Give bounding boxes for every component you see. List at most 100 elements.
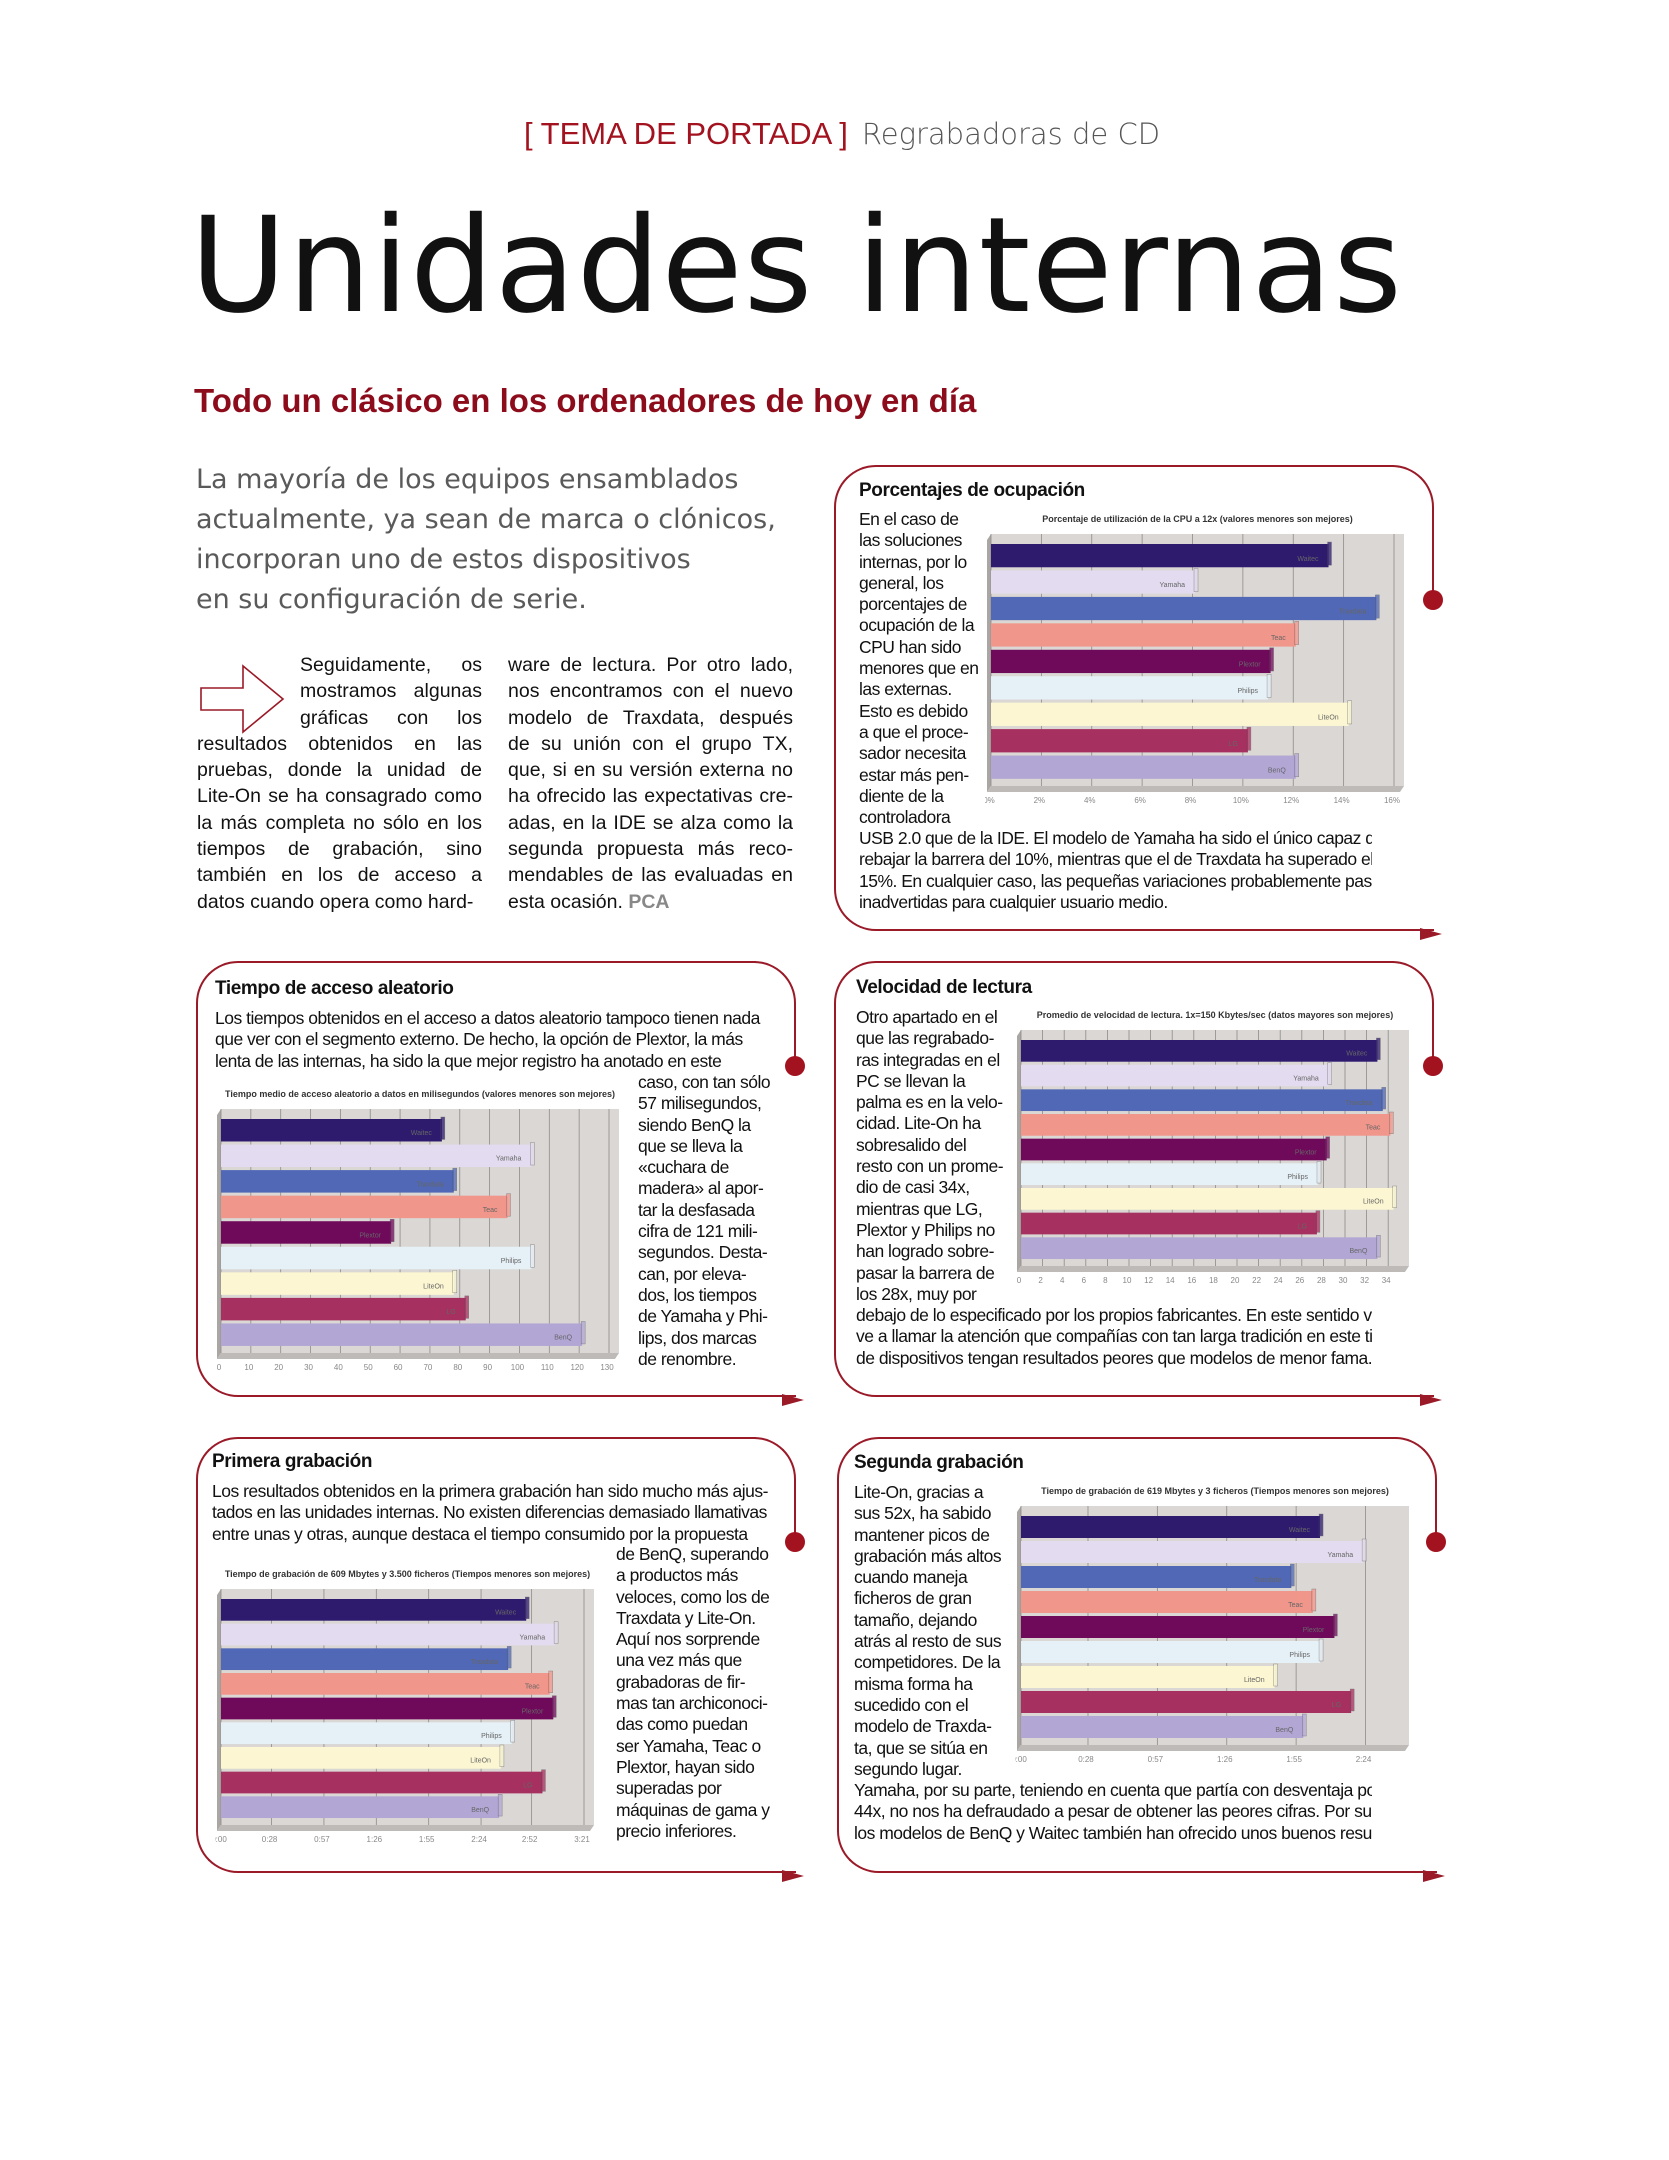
bar-yamaha [221, 1623, 556, 1646]
bar-plextor [1021, 1616, 1335, 1638]
bullet-dot-icon [785, 1532, 805, 1552]
section-kicker: [ TEMA DE PORTADA ] Regrabadoras de CD [524, 116, 1160, 152]
bar-benq [991, 755, 1296, 779]
box-text-line: general, los [859, 572, 944, 593]
box-text-line: máquinas de gama y [616, 1799, 770, 1820]
x-tick-label: 2:52 [522, 1835, 538, 1844]
arrow-right-icon [782, 1870, 804, 1882]
plot-floor [987, 786, 1404, 792]
bar-plextor [991, 649, 1271, 674]
chart-svg: 0:00 0:28 0:57 1:26 1:55 2:24 Waitec Yamaha Trax… [1015, 1506, 1409, 1764]
box-text-line: sobresalido del [856, 1134, 967, 1155]
bar-label: Philips [1289, 1652, 1310, 1659]
plot-floor [217, 1353, 619, 1359]
box-heading: Velocidad de lectura [856, 977, 1032, 998]
bar-traxdata [991, 596, 1377, 621]
box-text-line: modelo de Traxda- [854, 1716, 992, 1737]
x-tick-label: 14 [1166, 1276, 1175, 1285]
bar-benq [1021, 1237, 1378, 1260]
box-text-line: a que el proce- [859, 721, 969, 742]
box-text-line: Plextor y Philips no [856, 1219, 995, 1240]
box-frame-bottom [736, 1871, 796, 1873]
box-text-line: das como puedan [616, 1714, 748, 1735]
x-tick-label: 34 [1382, 1276, 1391, 1285]
box-text-line: ve a llamar la atención que compañías co… [856, 1326, 1372, 1347]
bar-end-cap [1273, 1663, 1278, 1687]
bar-end-cap [1375, 594, 1380, 619]
box-text: debajo de lo especificado por los propio… [856, 1305, 1372, 1369]
body-line: ha ofrecido las expectativas cre- [508, 785, 793, 808]
bar-end-cap [552, 1695, 557, 1718]
bar-lg [221, 1771, 543, 1794]
x-tick-label: 2:24 [471, 1835, 487, 1844]
bar-label: LiteOn [1318, 714, 1339, 721]
box-frame [834, 465, 1394, 931]
bar-end-cap [1333, 1613, 1338, 1637]
box-text-line: han logrado sobre- [856, 1241, 994, 1262]
box-heading: Tiempo de acceso aleatorio [215, 978, 454, 999]
x-tick-label: 12% [1283, 796, 1299, 805]
box-text-line: 44x, no nos ha defraudado a pesar de obt… [854, 1801, 1372, 1822]
box-text-line: controladora [859, 807, 951, 828]
box-text-line: dio de casi 34x, [856, 1177, 970, 1198]
x-tick-label: 12 [1144, 1276, 1153, 1285]
bar-end-cap [548, 1670, 553, 1693]
chart-title: Tiempo de grabación de 619 Mbytes y 3 fi… [1041, 1486, 1389, 1496]
box-text-line: porcentajes de [859, 594, 967, 615]
box-text-line: 57 milisegundos, [638, 1093, 762, 1114]
bar-end-cap [1294, 753, 1299, 778]
bar-label: Waitec [1289, 1527, 1311, 1534]
bar-end-cap [530, 1244, 535, 1268]
bar-end-cap [1315, 1210, 1321, 1233]
bar-benq [221, 1323, 583, 1346]
x-tick-label: 50 [364, 1363, 373, 1372]
topic-label: Regrabadoras de CD [861, 117, 1161, 151]
bar-waitec [221, 1599, 527, 1621]
bar-end-cap [525, 1596, 530, 1619]
box-text-line: madera» al apor- [638, 1178, 764, 1199]
bar-end-cap [1327, 1062, 1332, 1085]
x-tick-label: 0:00 [215, 1835, 227, 1844]
bar-label: Traxdata [416, 1181, 443, 1188]
bar-end-cap [1361, 1538, 1367, 1562]
box-text: Otro apartado en el que las regrabado-ras… [856, 1007, 1011, 1305]
bar-traxdata [1021, 1089, 1383, 1112]
bullet-dot-icon [785, 1056, 805, 1076]
box-text-line: las externas. [859, 679, 952, 700]
body-line: la más completa no sólo en los [197, 811, 482, 834]
plot-floor [1017, 1266, 1409, 1272]
box-text-line: veloces, como los de [616, 1586, 770, 1607]
box-text-line: caso, con tan sólo [638, 1072, 771, 1092]
bar-end-cap [1294, 621, 1299, 645]
x-tick-label: 22 [1252, 1276, 1261, 1285]
bar-label: Teac [1271, 635, 1286, 642]
bar-end-cap [1269, 647, 1274, 672]
bar-end-cap [452, 1270, 458, 1294]
x-tick-label: 30 [1339, 1276, 1348, 1285]
box-frame-bottom [1374, 1395, 1434, 1397]
body-line: modelo de Traxdata, después [508, 706, 793, 729]
box-text-line: «cuchara de [638, 1157, 729, 1178]
bar-label: LiteOn [1244, 1677, 1265, 1684]
box-text-line: las soluciones [859, 530, 962, 551]
x-tick-label: 3:21 [574, 1835, 590, 1844]
box-frame-corner [1372, 465, 1434, 598]
bar-end-cap [1325, 1136, 1330, 1159]
box-text: de BenQ, superando a productos más veloces… [616, 1544, 781, 1842]
box-text-line: que las regrabado- [856, 1028, 994, 1049]
plot-side-wall [1017, 1030, 1021, 1272]
x-tick-label: 0:28 [1078, 1755, 1094, 1764]
bar-waitec [1021, 1040, 1378, 1062]
box-text-line: sucedido con el [854, 1694, 969, 1715]
box-frame-top [1372, 961, 1376, 963]
x-tick-label: 2 [1038, 1276, 1043, 1285]
chart-title: Tiempo medio de acceso aleatorio a datos… [225, 1089, 615, 1099]
body-line: pruebas, donde la unidad de [197, 759, 482, 782]
box-text-line: tar la desfasada [638, 1199, 755, 1220]
box-text-line: rebajar la barrera del 10%, mientras que… [859, 849, 1372, 870]
bar-label: LG [523, 1782, 532, 1789]
box-text-line: ficheros de gran [854, 1588, 972, 1609]
bar-teac [221, 1195, 508, 1219]
bar-yamaha [1021, 1541, 1364, 1563]
bar-end-cap [1311, 1588, 1317, 1612]
